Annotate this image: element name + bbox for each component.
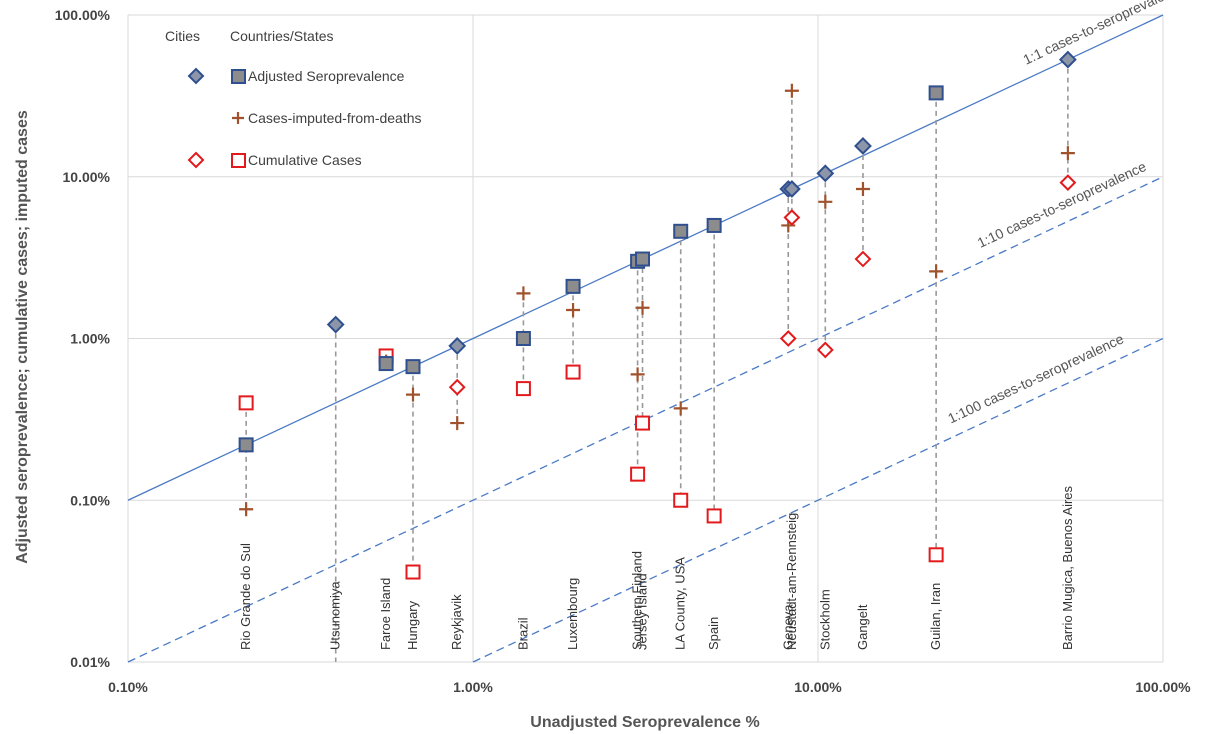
imputed-mark-9 <box>673 401 688 416</box>
location-label-8: Jersey Island <box>635 573 650 650</box>
location-label-6: Luxembourg <box>565 578 580 650</box>
x-tick-label-0: 0.10% <box>108 679 148 695</box>
reference-lines: 1:1 cases-to-seroprevalence 1:10 cases-to… <box>127 0 1188 663</box>
cases-mark-11 <box>779 330 797 347</box>
location-label-15: Guilan, Iran <box>928 583 943 650</box>
legend-label-cases: Cumulative Cases <box>248 152 362 168</box>
cases-mark-9 <box>673 492 689 508</box>
adjusted-mark-4 <box>448 336 467 355</box>
cases-mark-8 <box>635 415 651 431</box>
adjusted-mark-10 <box>706 217 722 233</box>
cases-mark-4 <box>448 378 466 396</box>
reference-line-1 <box>127 176 1164 663</box>
legend-diamond-cases <box>187 151 205 169</box>
legend-square-cases <box>231 153 246 168</box>
legend-square-adjusted <box>231 69 246 84</box>
cases-mark-12 <box>783 209 801 226</box>
imputed-mark-6 <box>566 303 581 318</box>
imputed-mark-4 <box>450 416 465 431</box>
reference-line-label-1: 1:10 cases-to-seroprevalence <box>975 158 1149 251</box>
adjusted-mark-12 <box>782 180 801 198</box>
imputed-mark-16 <box>1060 146 1075 161</box>
adjusted-mark-1 <box>326 315 345 334</box>
location-label-12: Neustadt-am-Rennsteig <box>784 513 799 650</box>
location-label-1: Utsunomiya <box>328 581 343 650</box>
x-tick-label-1: 1.00% <box>453 679 493 695</box>
imputed-mark-13 <box>818 194 833 209</box>
location-label-11: Geneva <box>780 604 795 650</box>
y-tick-label-0: 0.01% <box>70 654 110 670</box>
imputed-mark-3 <box>405 387 420 402</box>
imputed-mark-12 <box>784 83 799 98</box>
legend-header-countries: Countries/States <box>230 28 334 44</box>
imputed-mark-0 <box>239 502 254 517</box>
y-tick-label-2: 1.00% <box>70 331 110 347</box>
cases-mark-14 <box>854 250 872 268</box>
adjusted-mark-3 <box>405 359 421 375</box>
reference-line-label-0: 1:1 cases-to-seroprevalence <box>1021 0 1188 68</box>
imputed-mark-14 <box>855 181 870 196</box>
adjusted-mark-5 <box>515 331 531 346</box>
location-label-16: Barrio Mugica, Buenos Aires <box>1060 485 1075 650</box>
adjusted-mark-13 <box>816 164 835 183</box>
adjusted-mark-8 <box>635 251 651 267</box>
cases-mark-13 <box>816 341 834 359</box>
cases-mark-7 <box>630 466 646 482</box>
connector-lines <box>245 59 1069 662</box>
location-label-0: Rio Grande do Sul <box>238 543 253 650</box>
adjusted-mark-9 <box>673 223 689 239</box>
cases-mark-3 <box>405 564 421 580</box>
legend-label-imputed: Cases-imputed-from-deaths <box>248 110 422 126</box>
legend-label-adjusted: Adjusted Seroprevalence <box>248 68 405 84</box>
y-tick-label-1: 0.10% <box>70 492 110 508</box>
location-label-2: Faroe Island <box>378 578 393 650</box>
tick-labels: 0.01% 0.10% 1.00% 10.00% 100.00% 0.10% 1.00% 10… <box>55 7 1191 695</box>
cases-mark-15 <box>928 547 944 563</box>
cases-mark-5 <box>515 381 531 397</box>
location-labels: Rio Grande do Sul Utsunomiya Faroe Island H… <box>238 485 1075 650</box>
location-label-4: Reykjavik <box>449 594 464 650</box>
y-tick-label-3: 10.00% <box>63 169 111 185</box>
location-label-5: Brazil <box>515 617 530 650</box>
adjusted-mark-14 <box>854 137 872 155</box>
x-axis-title: Unadjusted Seroprevalence % <box>530 714 759 731</box>
cases-mark-10 <box>706 508 722 524</box>
adjusted-mark-6 <box>565 278 581 294</box>
adjusted-mark-16 <box>1058 50 1077 69</box>
imputed-mark-15 <box>929 264 944 279</box>
cases-mark-6 <box>565 364 581 380</box>
location-label-13: Stockholm <box>817 589 832 650</box>
x-tick-label-3: 100.00% <box>1135 679 1191 695</box>
data-marks <box>238 50 1077 580</box>
imputed-mark-7 <box>630 367 645 382</box>
reference-line-label-2: 1:100 cases-to-seroprevalence <box>945 330 1126 426</box>
location-label-9: LA County, USA <box>673 557 688 650</box>
adjusted-mark-15 <box>928 85 944 101</box>
adjusted-mark-2 <box>378 356 394 372</box>
legend-diamond-adjusted <box>187 67 205 85</box>
location-label-14: Gangelt <box>855 604 870 650</box>
legend-plus-imputed <box>232 112 244 124</box>
x-tick-label-2: 10.00% <box>794 679 842 695</box>
location-label-7: Southern Finland <box>630 551 645 650</box>
legend-header-cities: Cities <box>165 28 200 44</box>
imputed-mark-5 <box>516 286 531 301</box>
adjusted-mark-0 <box>238 437 254 453</box>
cases-mark-16 <box>1059 174 1077 192</box>
location-label-10: Spain <box>706 617 721 650</box>
cases-mark-0 <box>238 395 254 411</box>
y-axis-title: Adjusted seroprevalence; cumulative case… <box>14 110 31 564</box>
y-tick-label-4: 100.00% <box>55 7 111 23</box>
reference-line-2 <box>472 337 1164 663</box>
gridlines <box>127 14 1164 663</box>
legend: Cities Countries/States Adjusted Seropre… <box>165 28 422 169</box>
imputed-mark-8 <box>635 300 650 315</box>
location-label-3: Hungary <box>405 600 420 650</box>
